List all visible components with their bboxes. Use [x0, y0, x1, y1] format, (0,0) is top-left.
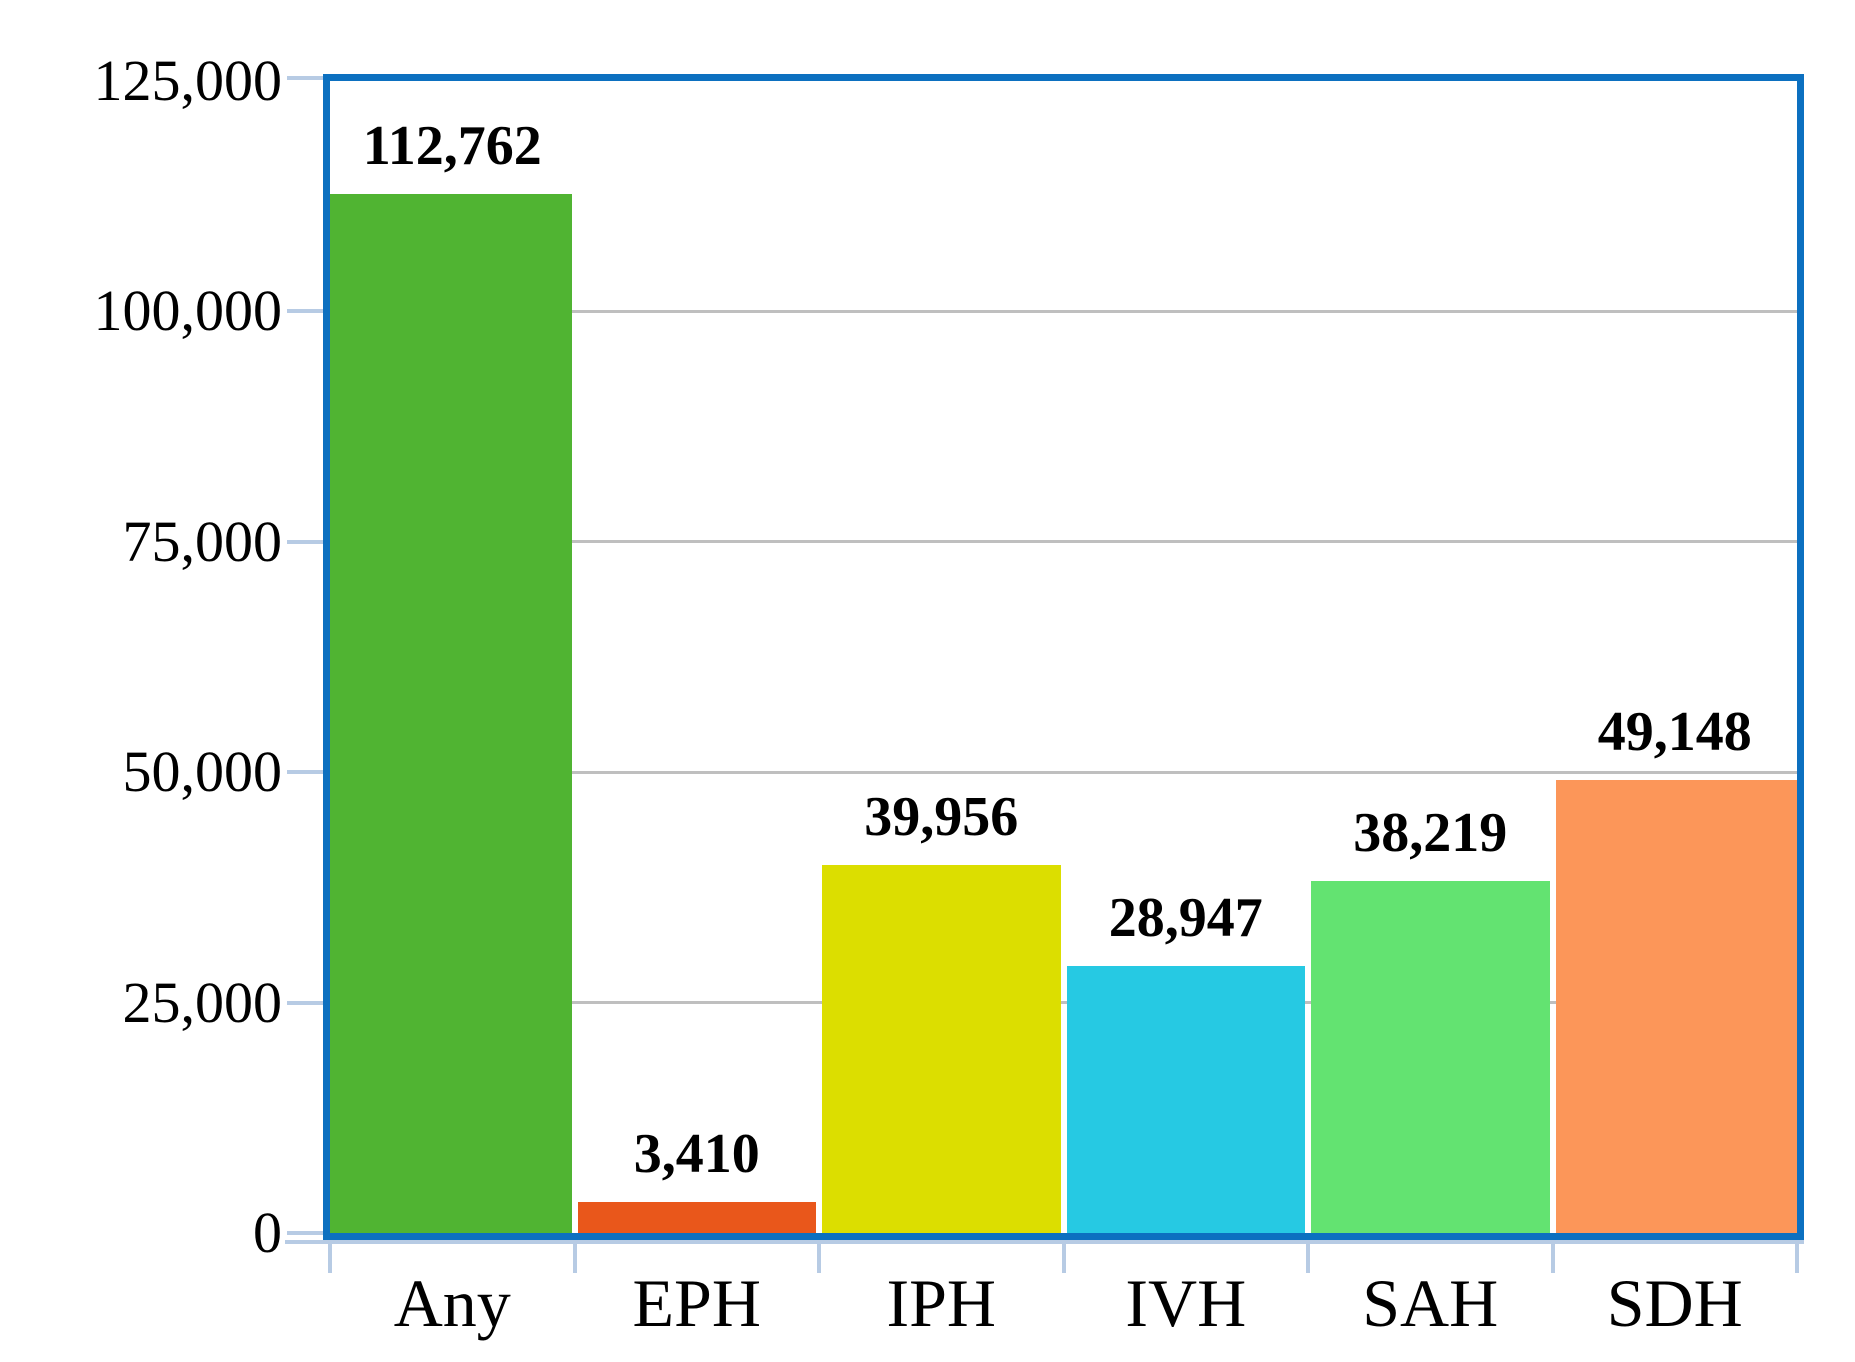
bar-ivh	[1066, 966, 1305, 1233]
bar-value-label: 112,762	[362, 114, 542, 177]
gridline	[330, 770, 1797, 774]
x-axis-category-label: SDH	[1606, 1265, 1743, 1341]
x-tick-mark	[1795, 1240, 1799, 1273]
bar-eph	[577, 1201, 816, 1233]
gridline	[330, 540, 1797, 544]
x-axis-line	[285, 1240, 1804, 1244]
x-axis-category-label: SAH	[1362, 1265, 1499, 1341]
x-tick-mark	[328, 1240, 332, 1273]
x-tick-mark	[572, 1240, 577, 1273]
gridline	[330, 309, 1797, 313]
x-tick-mark	[817, 1240, 821, 1273]
gridline	[330, 1001, 1797, 1005]
y-tick-mark	[287, 1000, 329, 1005]
bar-value-label: 39,956	[864, 785, 1019, 848]
x-axis-category-label: IVH	[1125, 1265, 1247, 1341]
x-axis-category-label: EPH	[632, 1265, 761, 1341]
y-tick-mark	[287, 76, 329, 80]
y-tick-mark	[287, 309, 329, 314]
bar-any	[330, 193, 572, 1233]
x-axis-category-label: IPH	[886, 1265, 997, 1341]
x-axis-category-label: Any	[393, 1265, 511, 1341]
y-tick-mark	[287, 770, 329, 775]
bar-sah	[1311, 880, 1550, 1233]
y-axis-tick-label: 0	[253, 1200, 282, 1265]
bar-value-label: 3,410	[633, 1122, 760, 1185]
x-tick-mark	[1550, 1240, 1555, 1273]
y-axis-tick-label: 100,000	[93, 278, 283, 344]
x-tick-mark	[1306, 1240, 1310, 1273]
bar-value-label: 49,148	[1597, 701, 1752, 764]
y-axis-tick-label: 125,000	[93, 48, 283, 113]
y-tick-mark	[287, 1231, 329, 1235]
bar-iph	[822, 864, 1061, 1233]
bar-value-label: 28,947	[1108, 887, 1263, 950]
y-tick-mark	[287, 539, 329, 544]
bar-value-label: 38,219	[1353, 801, 1508, 864]
y-axis-tick-label: 25,000	[122, 969, 283, 1035]
y-axis-tick-label: 50,000	[122, 739, 283, 805]
bar-sdh	[1555, 780, 1797, 1233]
x-tick-mark	[1061, 1240, 1066, 1273]
y-axis-tick-label: 75,000	[122, 508, 283, 574]
